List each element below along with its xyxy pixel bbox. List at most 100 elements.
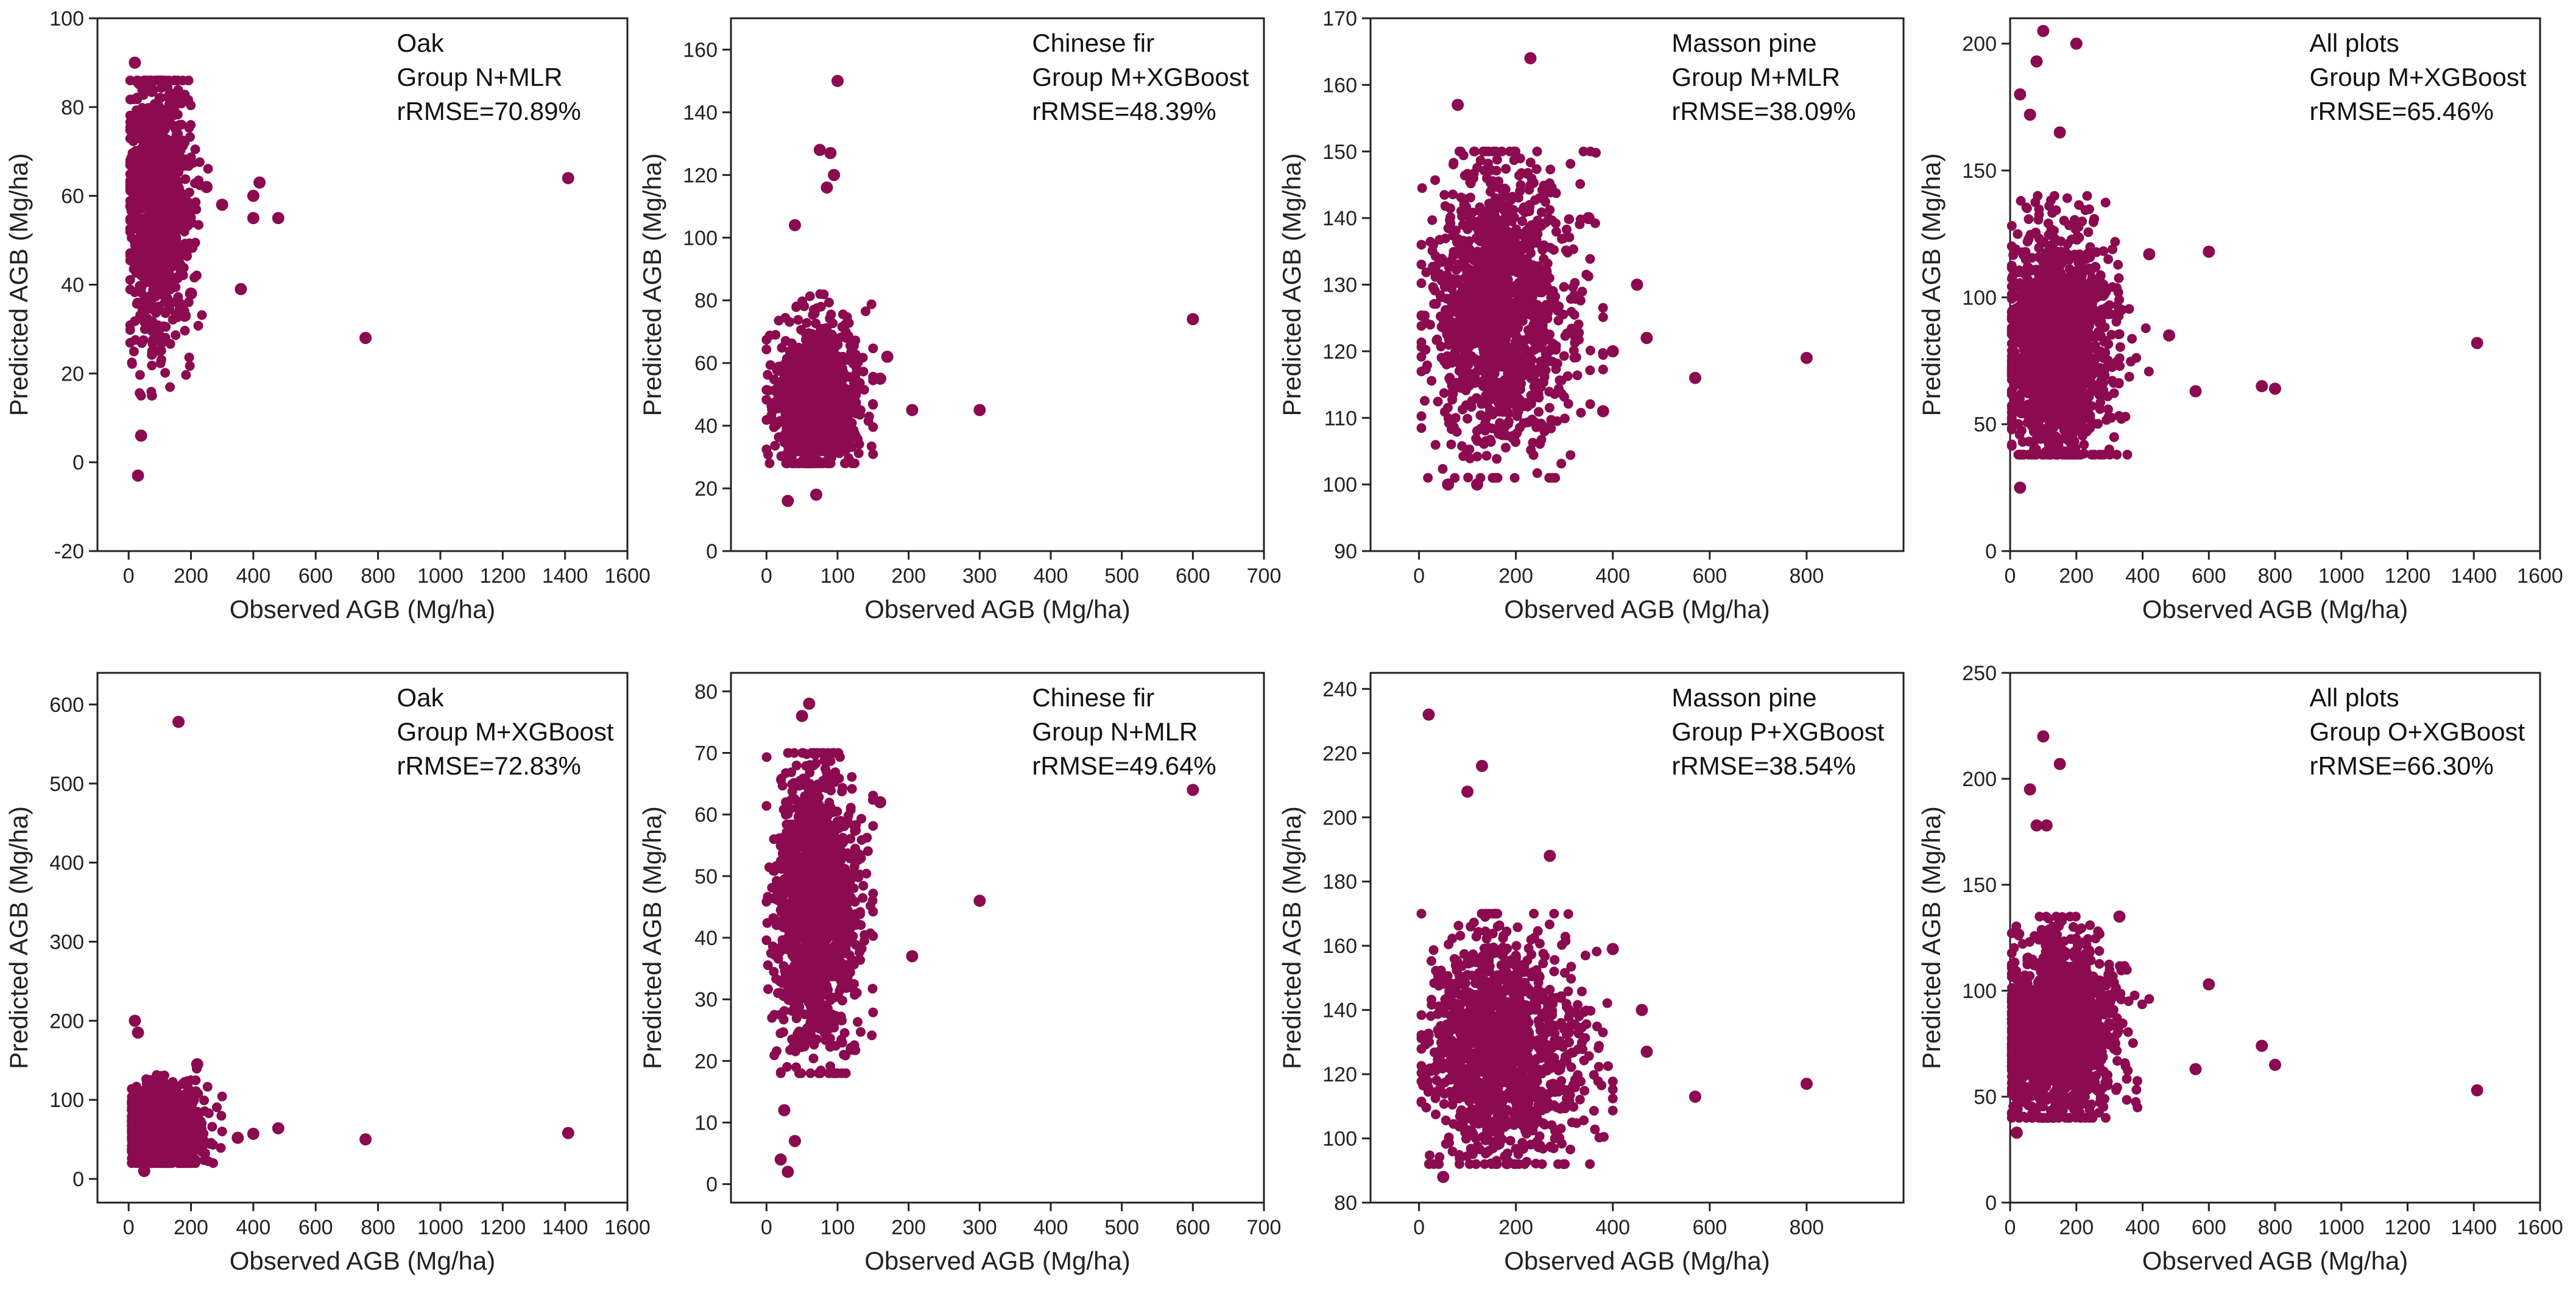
data-point <box>1471 434 1481 444</box>
data-point <box>839 370 849 381</box>
data-point <box>1545 205 1555 215</box>
data-point <box>1450 348 1460 358</box>
data-point <box>142 313 152 323</box>
data-point <box>1416 423 1427 433</box>
data-point <box>828 318 838 329</box>
data-point <box>136 282 147 292</box>
x-tick-label: 1400 <box>542 564 588 588</box>
data-point <box>776 397 786 407</box>
data-point <box>125 227 135 237</box>
data-point <box>147 339 158 349</box>
data-point <box>1542 258 1553 269</box>
x-tick-label: 0 <box>2005 564 2016 588</box>
data-point <box>1553 315 1564 326</box>
data-point <box>846 347 856 357</box>
data-point <box>810 429 820 440</box>
data-point <box>780 360 791 370</box>
data-point <box>1542 314 1553 324</box>
data-point <box>133 252 144 262</box>
x-tick-label: 500 <box>1104 564 1139 588</box>
data-point <box>842 406 852 416</box>
data-point <box>1457 441 1467 451</box>
data-point <box>1576 407 1586 418</box>
data-point <box>794 406 804 417</box>
data-point <box>1511 301 1521 311</box>
data-point <box>1499 357 1509 367</box>
data-point <box>1534 364 1545 374</box>
data-point <box>155 323 166 334</box>
data-point <box>1567 323 1577 334</box>
y-tick-label: 100 <box>683 227 718 250</box>
data-point <box>1556 459 1567 469</box>
data-point <box>807 329 817 339</box>
data-point <box>2022 236 2033 247</box>
data-point <box>816 458 826 468</box>
x-axis-title: Observed AGB (Mg/ha) <box>2142 595 2408 624</box>
data-point <box>136 338 147 348</box>
data-point <box>2079 440 2089 450</box>
x-tick-label: 800 <box>1790 564 1824 588</box>
data-point <box>1514 248 1524 259</box>
data-point-outlier <box>782 494 794 507</box>
data-point <box>2047 208 2058 218</box>
x-tick-label: 600 <box>1692 564 1727 588</box>
data-point <box>842 385 853 395</box>
data-point <box>1545 178 1555 188</box>
data-point <box>1503 248 1514 259</box>
data-point-outlier <box>132 469 144 482</box>
data-point <box>1443 413 1453 423</box>
x-tick-label: 200 <box>2059 564 2094 588</box>
data-point <box>1498 398 1509 409</box>
data-point <box>125 117 135 127</box>
data-point <box>1562 247 1573 258</box>
data-point <box>1448 387 1458 398</box>
data-point <box>868 399 878 410</box>
y-tick-label: 60 <box>61 185 84 208</box>
data-point <box>1448 189 1458 200</box>
data-point <box>1585 399 1595 409</box>
data-point <box>2006 439 2017 449</box>
point-cluster <box>2006 191 2154 460</box>
data-point <box>2082 191 2092 201</box>
data-point <box>1570 332 1580 343</box>
data-point <box>2131 353 2142 363</box>
y-tick-label: 110 <box>1324 407 1357 430</box>
data-point <box>1577 286 1587 297</box>
data-point <box>176 194 186 205</box>
data-point <box>2127 334 2137 344</box>
data-point <box>824 458 835 468</box>
y-tick-label: 140 <box>683 101 718 124</box>
data-point <box>1523 167 1533 178</box>
data-point <box>1510 362 1520 372</box>
data-point <box>2025 265 2036 276</box>
data-point <box>1548 245 1559 255</box>
data-point <box>1439 190 1450 200</box>
data-point <box>2114 273 2124 283</box>
data-point <box>1445 203 1455 214</box>
data-point <box>761 385 772 395</box>
data-point <box>1539 372 1550 382</box>
y-tick-label: 50 <box>1974 413 1997 437</box>
data-point <box>805 375 815 385</box>
data-point <box>803 398 814 409</box>
data-point <box>1542 282 1552 292</box>
data-point <box>1484 276 1494 287</box>
data-point <box>138 124 149 135</box>
data-point <box>1446 439 1456 449</box>
data-point <box>139 76 150 86</box>
data-point <box>172 253 183 263</box>
data-point <box>2010 338 2020 348</box>
data-point <box>2114 353 2125 364</box>
x-tick-label: 600 <box>2192 564 2226 588</box>
data-point <box>803 342 814 353</box>
data-point <box>156 83 166 93</box>
data-point <box>1455 289 1466 299</box>
y-tick-label: 120 <box>1322 340 1357 364</box>
data-point-outlier <box>562 172 574 185</box>
data-point <box>782 457 792 468</box>
data-point <box>769 374 780 385</box>
data-point <box>172 110 183 120</box>
data-point-outlier <box>824 147 837 160</box>
data-point <box>1416 239 1427 250</box>
